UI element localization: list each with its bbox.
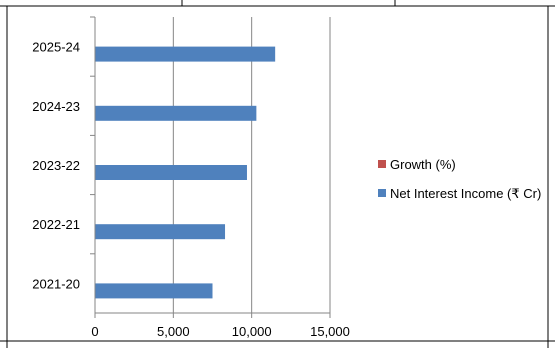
axis-labels: 0 5,000 10,000 15,000 2021-20 2022-21 2023-22 2…	[32, 40, 350, 339]
legend-label: Net Interest Income (₹ Cr)	[390, 186, 541, 201]
y-tick-label: 2024-23	[32, 99, 80, 114]
y-tick-label: 2021-20	[32, 276, 80, 291]
bar-net-interest-income	[95, 105, 257, 121]
y-tick-label: 2022-21	[32, 217, 80, 232]
legend: Growth (%) Net Interest Income (₹ Cr)	[378, 157, 541, 201]
bar-net-interest-income	[95, 46, 276, 62]
bars	[95, 46, 276, 299]
x-tick-label: 15,000	[310, 324, 350, 339]
legend-swatch	[378, 160, 386, 168]
y-tick-label: 2023-22	[32, 158, 80, 173]
y-tick-label: 2025-24	[32, 40, 80, 55]
x-tick-label: 5,000	[157, 324, 190, 339]
legend-swatch	[378, 189, 386, 197]
legend-label: Growth (%)	[390, 157, 456, 172]
bar-net-interest-income	[95, 165, 247, 180]
bar-net-interest-income	[95, 224, 226, 240]
bar-net-interest-income	[95, 283, 213, 299]
x-tick-label: 0	[91, 324, 98, 339]
axes	[90, 16, 331, 318]
x-tick-label: 10,000	[232, 324, 272, 339]
